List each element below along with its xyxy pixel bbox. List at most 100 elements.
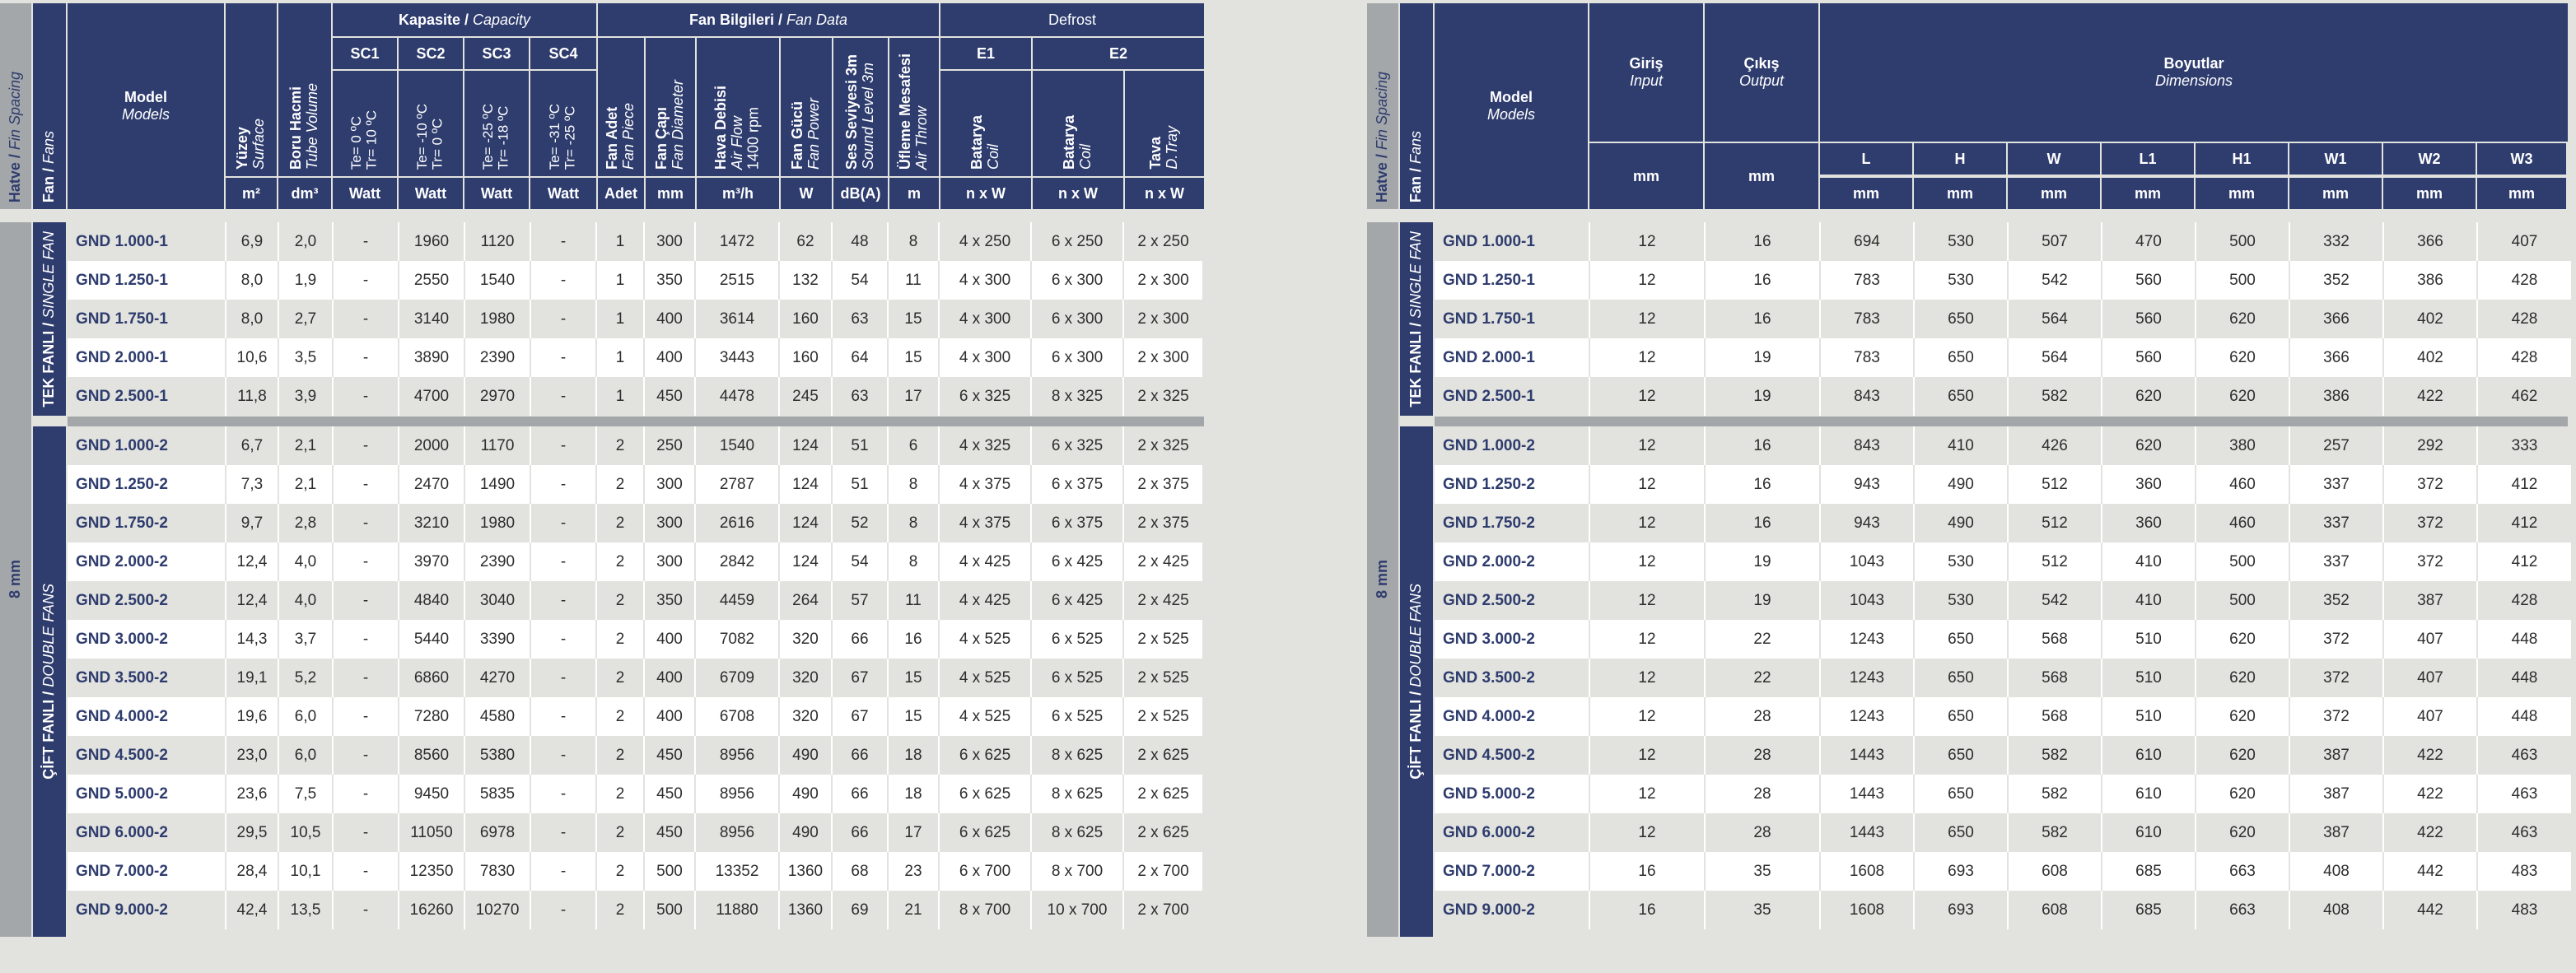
air-throw-tr: Üfleme Mesafesi (897, 53, 914, 170)
table-row: GND 9.000-2 16 35 1608 693 608 685 663 408 442 483 (1435, 891, 2571, 929)
dim-unit-h1: mm (2196, 178, 2288, 209)
value-cell: 16 (1704, 426, 1820, 465)
value-cell: 17 (887, 813, 939, 852)
value-cell: 62 (778, 222, 832, 261)
table-row: GND 5.000-2 23,6 7,5-9450 5835-2 450 8956 490 6… (68, 775, 1202, 813)
table-row: GND 1.750-1 8,0 2,7-3140 1980-1 400 3614 160 63… (68, 300, 1202, 338)
model-cell: GND 4.500-2 (1435, 736, 1589, 775)
value-cell: - (332, 504, 399, 542)
value-cell: 400 (643, 338, 695, 377)
value-cell: 35 (1704, 891, 1820, 929)
value-cell: 1540 (464, 261, 530, 300)
value-cell: 1472 (694, 222, 779, 261)
value-cell: 402 (2382, 338, 2477, 377)
sc4-unit: Watt (530, 178, 596, 209)
value-cell: 320 (778, 697, 832, 736)
value-cell: 410 (2101, 542, 2196, 581)
value-cell: 2 x 625 (1122, 813, 1202, 852)
value-cell: 15 (887, 338, 939, 377)
value-cell: 360 (2101, 504, 2196, 542)
dim-header-l1: L1 (2102, 143, 2194, 175)
air-flow-unit: m³/h (697, 178, 779, 209)
value-cell: 2 (595, 697, 644, 736)
value-cell: 23,0 (225, 736, 278, 775)
value-cell: 490 (778, 736, 832, 775)
single-fan-tr: TEK FANLI (40, 330, 58, 407)
value-cell: 3390 (464, 620, 530, 659)
value-cell: 8 x 325 (1030, 377, 1123, 416)
value-cell: 608 (2007, 891, 2102, 929)
value-cell: 8 x 700 (938, 891, 1031, 929)
table-row: GND 1.000-1 6,9 2,0-1960 1120-1 300 1472 62 48 8… (68, 222, 1202, 261)
value-cell: 372 (2289, 659, 2383, 697)
value-cell: 22 (1704, 620, 1820, 659)
value-cell: 11 (887, 581, 939, 620)
value-cell: 12 (1589, 504, 1705, 542)
value-cell: 5835 (464, 775, 530, 813)
value-cell: 620 (2195, 813, 2289, 852)
fan-data-group-header: Fan Bilgileri / Fan Data (598, 3, 939, 36)
value-cell: 428 (2476, 300, 2571, 338)
model-cell: GND 1.250-1 (1435, 261, 1589, 300)
model-tr-right: Model (1490, 89, 1533, 106)
value-cell: - (530, 426, 596, 465)
table-row: GND 3.500-2 12 22 1243 650 568 510 620 372 407 448 (1435, 659, 2571, 697)
value-cell: 66 (831, 736, 888, 775)
fin-spacing-header: Hatve / Fin Spacing (0, 3, 31, 209)
tube-volume-unit: dm³ (278, 178, 331, 209)
tube-volume-en: Tube Volume (304, 82, 320, 170)
model-cell: GND 1.750-2 (1435, 504, 1589, 542)
value-cell: 8 x 625 (1030, 736, 1123, 775)
dim-header-w1: W1 (2289, 143, 2382, 175)
value-cell: 6 x 375 (1030, 465, 1123, 504)
value-cell: 320 (778, 620, 832, 659)
sc4-header: SC4 (530, 38, 596, 69)
fin-spacing-value-right: 8 mm (1367, 222, 1398, 937)
value-cell: 12 (1589, 338, 1705, 377)
value-cell: 693 (1913, 891, 2008, 929)
value-cell: 4 x 525 (938, 659, 1031, 697)
tube-volume-tr: Boru Hacmi (287, 86, 305, 170)
table-row: GND 2.500-2 12,4 4,0-4840 3040-2 350 4459 264 5… (68, 581, 1202, 620)
value-cell: 410 (1913, 426, 2008, 465)
table-row: GND 2.500-1 12 19 843 650 582 620 620 386 422 462 (1435, 377, 2571, 416)
output-unit: mm (1705, 143, 1818, 209)
value-cell: 1120 (464, 222, 530, 261)
sc1-header: SC1 (333, 38, 397, 69)
fan-piece-tr: Fan Adet (604, 106, 621, 170)
value-cell: 29,5 (225, 813, 278, 852)
value-cell: 1540 (694, 426, 779, 465)
value-cell: 6,9 (225, 222, 278, 261)
model-en: Models (121, 106, 170, 123)
value-cell: - (332, 338, 399, 377)
value-cell: 16 (1589, 891, 1705, 929)
value-cell: 3,5 (278, 338, 333, 377)
value-cell: 6 x 625 (938, 736, 1031, 775)
value-cell: 12350 (398, 852, 464, 891)
value-cell: 66 (831, 620, 888, 659)
value-cell: 510 (2101, 620, 2196, 659)
fan-piece-en: Fan Piece (620, 102, 637, 170)
value-cell: 18 (887, 736, 939, 775)
model-header: Model Models (68, 3, 224, 209)
value-cell: 57 (831, 581, 888, 620)
value-cell: 422 (2382, 813, 2477, 852)
value-cell: 6 x 375 (1030, 504, 1123, 542)
single-fan-en-right: SINGLE FAN (1407, 230, 1425, 319)
fans-tr: Fan (40, 175, 58, 203)
value-cell: 5380 (464, 736, 530, 775)
value-cell: 2 x 300 (1122, 338, 1202, 377)
value-cell: - (530, 620, 596, 659)
model-cell: GND 1.750-1 (68, 300, 226, 338)
model-cell: GND 1.000-1 (1435, 222, 1589, 261)
value-cell: 8 (887, 465, 939, 504)
value-cell: 12 (1589, 813, 1705, 852)
value-cell: - (332, 813, 399, 852)
value-cell: 620 (2101, 377, 2196, 416)
value-cell: 650 (1913, 338, 2008, 377)
value-cell: 1490 (464, 465, 530, 504)
output-tr: Çıkış (1743, 55, 1780, 72)
double-fan-tr: ÇİFT FANLI (40, 699, 58, 780)
value-cell: 28 (1704, 736, 1820, 775)
value-cell: 2,7 (278, 300, 333, 338)
